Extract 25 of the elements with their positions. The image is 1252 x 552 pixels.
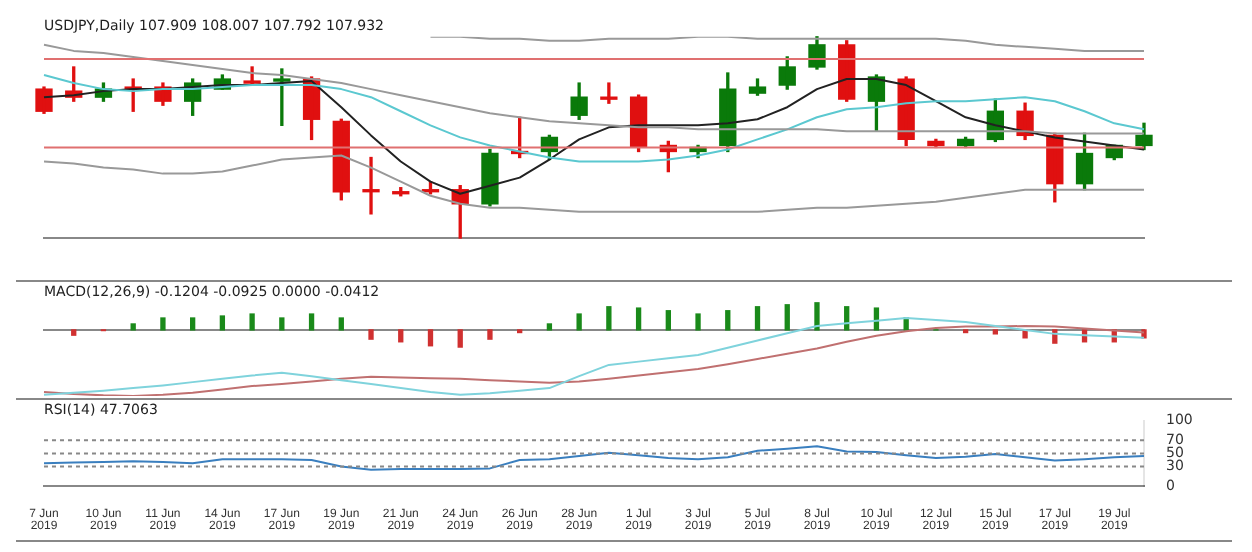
bar (427, 329, 434, 347)
bar (992, 329, 999, 335)
bar (219, 315, 226, 331)
bar (71, 329, 77, 336)
bar (754, 306, 761, 331)
bar (189, 317, 196, 331)
bar (784, 304, 790, 331)
bar (725, 310, 731, 331)
bar (160, 317, 166, 331)
bar (398, 329, 404, 343)
bar (338, 317, 344, 331)
bar (130, 323, 136, 331)
bar (279, 317, 285, 331)
bar (487, 329, 493, 340)
bar (308, 313, 315, 331)
bar (546, 323, 553, 331)
bar (606, 306, 612, 331)
bar (368, 329, 374, 340)
bar (576, 313, 582, 331)
bar (814, 302, 820, 331)
bar (635, 307, 642, 331)
bar (249, 313, 255, 331)
bar (695, 313, 701, 331)
bar (665, 310, 671, 331)
bar (457, 329, 463, 348)
